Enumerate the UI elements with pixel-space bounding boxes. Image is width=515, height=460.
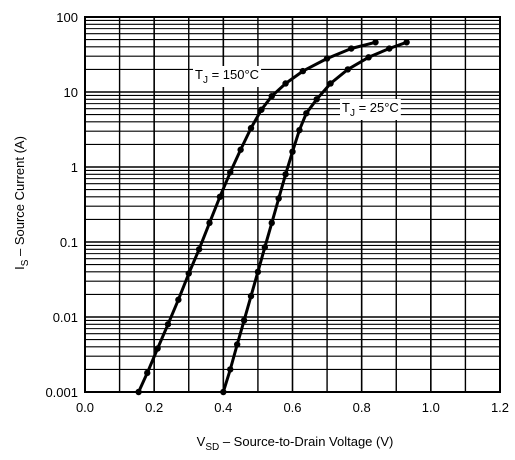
y-tick-label: 0.01 bbox=[53, 310, 78, 325]
data-point-150c bbox=[269, 93, 275, 99]
grid bbox=[85, 17, 500, 392]
data-point-150c bbox=[165, 321, 171, 327]
data-point-25c bbox=[296, 127, 302, 133]
y-tick-label: 10 bbox=[64, 85, 78, 100]
data-point-150c bbox=[282, 80, 288, 86]
x-tick-label: 0.0 bbox=[76, 400, 94, 415]
x-tick-label: 1.2 bbox=[491, 400, 509, 415]
data-point-25c bbox=[255, 269, 261, 275]
data-point-150c bbox=[258, 107, 264, 113]
data-point-25c bbox=[275, 195, 281, 201]
data-point-25c bbox=[314, 96, 320, 102]
y-tick-label: 0.1 bbox=[60, 235, 78, 250]
x-tick-label: 1.0 bbox=[422, 400, 440, 415]
data-point-25c bbox=[269, 220, 275, 226]
y-axis-label: IS – Source Current (A) bbox=[12, 136, 31, 270]
data-point-150c bbox=[248, 125, 254, 131]
x-tick-label: 0.6 bbox=[283, 400, 301, 415]
data-point-150c bbox=[154, 345, 160, 351]
x-tick-labels: 0.0 0.2 0.4 0.6 0.8 1.0 1.2 bbox=[76, 400, 509, 415]
data-point-25c bbox=[327, 80, 333, 86]
data-point-25c bbox=[365, 54, 371, 60]
x-tick-label: 0.2 bbox=[145, 400, 163, 415]
y-tick-label: 1 bbox=[71, 160, 78, 175]
data-point-25c bbox=[227, 366, 233, 372]
data-point-25c bbox=[289, 148, 295, 154]
data-point-25c bbox=[248, 293, 254, 299]
data-point-25c bbox=[303, 110, 309, 116]
y-tick-label: 100 bbox=[56, 10, 78, 25]
data-point-150c bbox=[144, 370, 150, 376]
data-point-150c bbox=[237, 147, 243, 153]
x-axis-label: VSD – Source-to-Drain Voltage (V) bbox=[197, 434, 394, 453]
data-point-25c bbox=[234, 341, 240, 347]
data-point-25c bbox=[345, 66, 351, 72]
data-point-150c bbox=[196, 246, 202, 252]
data-point-25c bbox=[241, 317, 247, 323]
data-point-150c bbox=[372, 39, 378, 45]
data-point-150c bbox=[206, 220, 212, 226]
y-tick-labels: 0.001 0.01 0.1 1 10 100 bbox=[45, 10, 78, 400]
x-tick-label: 0.4 bbox=[214, 400, 232, 415]
data-point-150c bbox=[324, 55, 330, 61]
data-point-150c bbox=[348, 45, 354, 51]
y-tick-label: 0.001 bbox=[45, 385, 78, 400]
data-point-25c bbox=[386, 45, 392, 51]
data-point-25c bbox=[282, 171, 288, 177]
data-point-150c bbox=[227, 169, 233, 175]
data-point-150c bbox=[300, 68, 306, 74]
x-tick-label: 0.8 bbox=[353, 400, 371, 415]
data-point-25c bbox=[262, 244, 268, 250]
data-point-25c bbox=[403, 39, 409, 45]
data-point-150c bbox=[175, 297, 181, 303]
data-point-150c bbox=[217, 194, 223, 200]
data-point-150c bbox=[186, 270, 192, 276]
